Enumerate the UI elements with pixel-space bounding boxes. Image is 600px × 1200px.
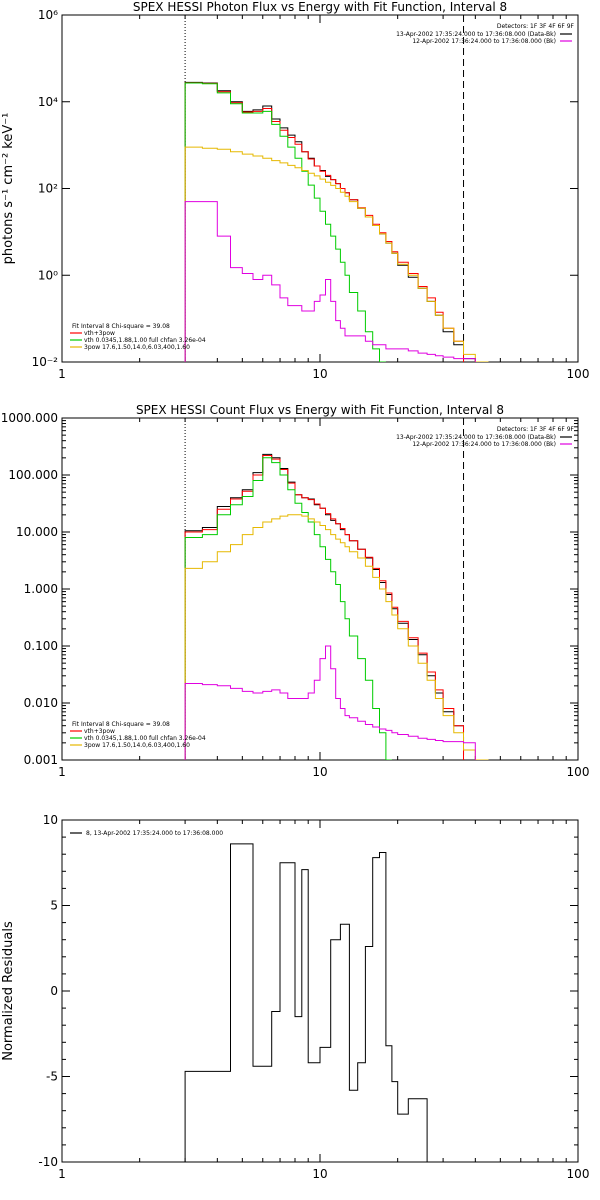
x-tick-label: 10 (312, 765, 327, 779)
series-group (184, 81, 489, 362)
y-tick-label: -5 (46, 1070, 58, 1084)
x-tick-label: 1 (58, 1167, 66, 1181)
y-tick-label: 10⁴ (38, 95, 58, 109)
count-flux-panel: SPEX HESSI Count Flux vs Energy with Fit… (1, 403, 590, 779)
legend-left-entry: vth 0.0345,1.88,1.00 full chfan 3.26e-04 (84, 735, 206, 742)
series-vth-3pow (184, 82, 464, 362)
y-axis-label: photons s⁻¹ cm⁻² keV⁻¹ (1, 113, 16, 265)
legend-left-entry: 8, 13-Apr-2002 17:35:24.000 to 17:36:08.… (86, 830, 223, 837)
y-tick-label: 0.010 (24, 696, 58, 710)
x-tick-label: 1 (58, 765, 66, 779)
residuals-panel: 1 10 100 -10 -5 0 5 10 Normalized Residuals 8, 13… (1, 813, 589, 1181)
x-tick-label: 100 (567, 367, 590, 381)
detectors-text: Detectors: 1F 3F 4F 6F 9F (497, 23, 575, 30)
legend-left-entry: 3pow 17.6,1.50,14.0,6.03,400,1.60 (84, 742, 190, 749)
chart-title: SPEX HESSI Count Flux vs Energy with Fit… (136, 403, 504, 417)
y-axis-label: Normalized Residuals (1, 921, 16, 1061)
y-tick-label: 10⁰ (38, 268, 58, 282)
y-tick-label: 100.000 (8, 468, 58, 482)
fit-text: Fit Interval 8 Chi-square = 39.08 (72, 323, 170, 330)
y-tick-label: -10 (38, 1155, 58, 1169)
series-bk (184, 645, 476, 760)
y-tick-label: 0.001 (24, 753, 58, 767)
y-tick-label: 10 (43, 813, 58, 827)
x-tick-label: 100 (567, 1167, 590, 1181)
series-residuals (184, 843, 428, 1162)
y-tick-label: 1.000 (24, 582, 58, 596)
series-bk (184, 201, 476, 362)
y-tick-label: 10⁻² (32, 355, 59, 369)
y-tick-label: 5 (50, 899, 58, 913)
y-tick-label: 10.000 (16, 525, 58, 539)
x-tick-label: 100 (567, 765, 590, 779)
series-3pow (184, 146, 489, 362)
y-tick-label: 0 (50, 984, 58, 998)
series-vth-3pow (184, 455, 464, 760)
series-group (184, 843, 428, 1162)
series-data-bk (184, 81, 476, 362)
plot-frame (61, 819, 579, 1163)
y-tick-label: 10² (38, 182, 58, 196)
legend-left-entry: 3pow 17.6,1.50,14.0,6.03,400,1.60 (84, 344, 190, 351)
series-vth (184, 457, 392, 760)
y-tick-label: 1000.000 (1, 411, 58, 425)
x-tick-label: 10 (312, 367, 327, 381)
y-tick-label: 10⁶ (38, 8, 58, 22)
legend-left-entry: vth 0.0345,1.88,1.00 full chfan 3.26e-04 (84, 337, 206, 344)
series-group (184, 453, 489, 760)
x-tick-label: 1 (58, 367, 66, 381)
series-vth (184, 82, 386, 362)
plot-frame (61, 417, 579, 761)
legend-right-entry: 13-Apr-2002 17:35:24.000 to 17:36:08.000… (396, 31, 556, 38)
chart-title: SPEX HESSI Photon Flux vs Energy with Fi… (133, 0, 507, 14)
legend-right-entry: 12-Apr-2002 17:36:24.000 to 17:36:08.000… (412, 38, 556, 45)
fit-text: Fit Interval 8 Chi-square = 39.08 (72, 721, 170, 728)
series-3pow (184, 514, 489, 760)
x-tick-label: 10 (312, 1167, 327, 1181)
plot-frame (61, 14, 579, 363)
detectors-text: Detectors: 1F 3F 4F 6F 9F (497, 426, 575, 433)
legend-left-entry: vth+3pow (84, 330, 115, 337)
legend-left-entry: vth+3pow (84, 728, 115, 735)
photon-flux-panel: SPEX HESSI Photon Flux vs Energy with Fi… (1, 0, 589, 381)
legend-right-entry: 12-Apr-2002 17:36:24.000 to 17:36:08.000… (412, 441, 556, 448)
legend-right-entry: 13-Apr-2002 17:35:24.000 to 17:36:08.000… (396, 434, 556, 441)
y-tick-label: 0.100 (24, 639, 58, 653)
series-data-bk (184, 453, 476, 760)
